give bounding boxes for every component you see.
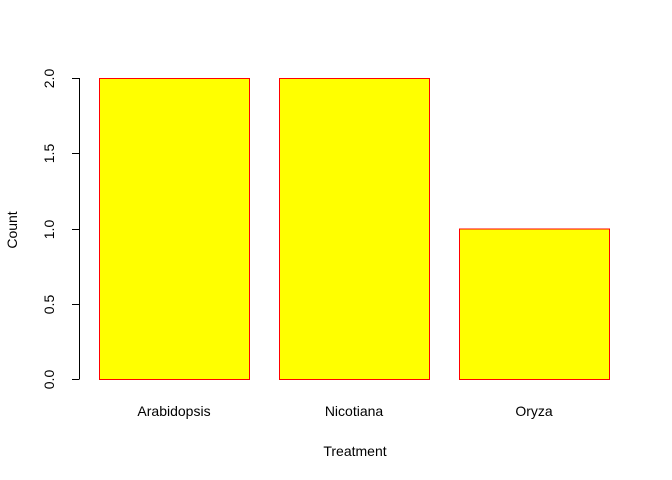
category-label: Oryza <box>515 403 553 419</box>
category-label: Nicotiana <box>325 403 384 419</box>
y-tick-label: 0.0 <box>41 370 57 390</box>
x-axis-title: Treatment <box>323 443 386 459</box>
y-tick-label: 1.5 <box>41 144 57 164</box>
y-axis: 0.0 0.5 1.0 1.5 2.0 <box>41 69 80 390</box>
bars-group <box>99 78 610 380</box>
y-tick-label: 2.0 <box>41 69 57 89</box>
y-tick-label: 1.0 <box>41 220 57 240</box>
bar-nicotiana <box>279 78 430 380</box>
category-label: Arabidopsis <box>137 403 210 419</box>
y-axis-title: Count <box>4 211 20 248</box>
bar-oryza <box>459 228 610 380</box>
y-tick-label: 0.5 <box>41 295 57 315</box>
bar-arabidopsis <box>99 78 250 380</box>
category-labels: Arabidopsis Nicotiana Oryza <box>137 403 552 419</box>
